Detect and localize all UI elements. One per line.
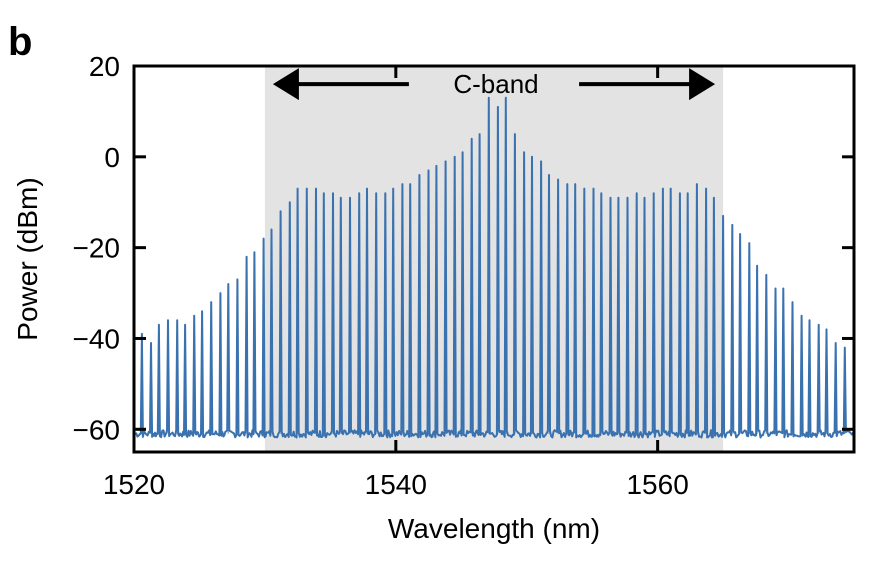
- y-tick-label: −20: [73, 233, 121, 264]
- comb-lines: [141, 97, 846, 434]
- arrow-left-head-icon: [272, 68, 299, 101]
- c-band-label: C-band: [453, 69, 538, 99]
- y-axis-label: Power (dBm): [12, 177, 43, 340]
- spectrum-line: [134, 96, 854, 439]
- c-band-annotation: C-band: [272, 68, 716, 101]
- y-tick-label: 20: [89, 51, 120, 82]
- x-axis: 1520 1540 1560: [103, 66, 689, 500]
- x-tick-label: 1540: [365, 469, 427, 500]
- x-tick-label: 1560: [626, 469, 688, 500]
- y-tick-label: −40: [73, 323, 121, 354]
- plot-area: [132, 64, 856, 454]
- x-tick-label: 1520: [103, 469, 165, 500]
- y-tick-label: −60: [73, 414, 121, 445]
- axes-frame: [132, 64, 856, 454]
- x-axis-label: Wavelength (nm): [388, 513, 600, 544]
- y-axis: 20 0 −20 −40 −60: [73, 51, 854, 445]
- y-tick-label: 0: [104, 142, 120, 173]
- panel-label: b: [8, 20, 33, 64]
- arrow-right-head-icon: [689, 68, 716, 101]
